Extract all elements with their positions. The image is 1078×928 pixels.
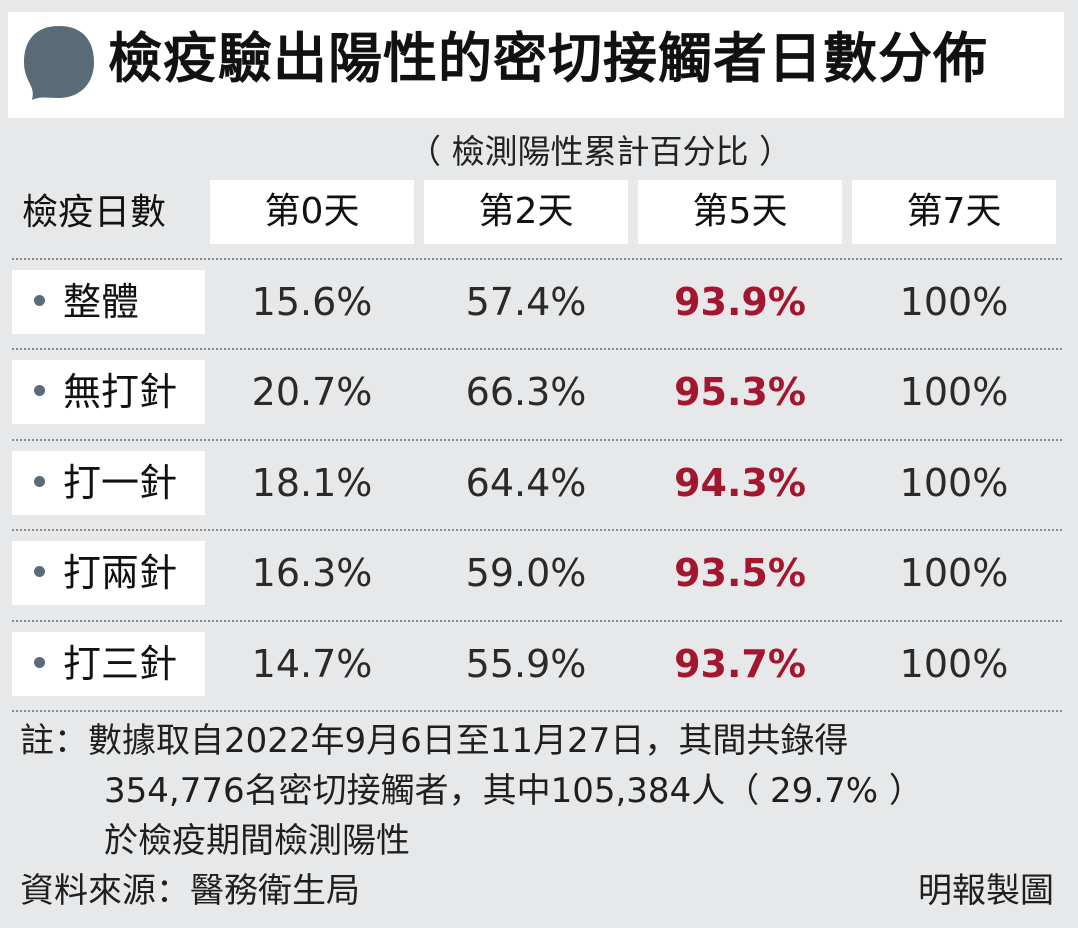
row-label-text: 整體	[63, 280, 140, 324]
table-cell: 59.0%	[465, 551, 587, 595]
row-separator	[12, 439, 1062, 441]
table-cell: 94.3%	[674, 461, 806, 505]
row-label: 整體	[12, 270, 205, 334]
row-separator	[12, 710, 1062, 712]
row-label: 打三針	[12, 632, 205, 696]
title-bar	[8, 12, 1064, 118]
row-separator	[12, 529, 1062, 531]
row-label-text: 打三針	[63, 642, 178, 686]
row-label-text: 打一針	[63, 461, 178, 505]
table-cell: 100%	[899, 280, 1009, 324]
column-header-day0: 第0天	[210, 180, 414, 244]
table-cell: 18.1%	[251, 461, 373, 505]
table-cell: 66.3%	[465, 370, 587, 414]
table-cell: 64.4%	[465, 461, 587, 505]
row-label: 無打針	[12, 360, 205, 424]
row-separator	[12, 258, 1062, 260]
bullet-icon	[34, 476, 45, 487]
note-line-1: 註：數據取自2022年9月6日至11月27日，其間共錄得	[20, 721, 849, 761]
row-label-text: 無打針	[63, 370, 178, 414]
table-cell: 14.7%	[251, 642, 373, 686]
speech-bubble-shape	[24, 26, 94, 100]
table-cell: 20.7%	[251, 370, 373, 414]
bullet-icon	[34, 295, 45, 306]
speech-bubble-icon	[24, 26, 94, 100]
bullet-icon	[34, 385, 45, 396]
table-cell: 100%	[899, 551, 1009, 595]
column-header-day5: 第5天	[638, 180, 842, 244]
table-cell: 16.3%	[251, 551, 373, 595]
table-cell: 93.7%	[674, 642, 806, 686]
row-label-text: 打兩針	[63, 551, 178, 595]
row-separator	[12, 348, 1062, 350]
row-label: 打兩針	[12, 541, 205, 605]
table-cell: 100%	[899, 370, 1009, 414]
table-cell: 93.5%	[674, 551, 806, 595]
table-cell: 55.9%	[465, 642, 587, 686]
row-label: 打一針	[12, 451, 205, 515]
table-cell: 95.3%	[674, 370, 806, 414]
row-header-label: 檢疫日數	[22, 192, 167, 233]
table-cell: 15.6%	[251, 280, 373, 324]
data-source: 資料來源：醫務衛生局	[20, 871, 360, 911]
bullet-icon	[34, 657, 45, 668]
chart-subtitle: （ 檢測陽性累計百分比 ）	[408, 132, 792, 171]
column-header-day7: 第7天	[852, 180, 1056, 244]
table-cell: 57.4%	[465, 280, 587, 324]
bullet-icon	[34, 566, 45, 577]
table-cell: 100%	[899, 461, 1009, 505]
row-separator	[12, 620, 1062, 622]
chart-title: 檢疫驗出陽性的密切接觸者日數分佈	[108, 26, 988, 90]
note-line-2: 354,776名密切接觸者，其中105,384人（ 29.7% ）	[104, 771, 923, 811]
graphic-credit: 明報製圖	[918, 871, 1054, 911]
note-line-3: 於檢疫期間檢測陽性	[104, 821, 410, 861]
table-cell: 93.9%	[674, 280, 806, 324]
table-cell: 100%	[899, 642, 1009, 686]
column-header-day2: 第2天	[424, 180, 628, 244]
